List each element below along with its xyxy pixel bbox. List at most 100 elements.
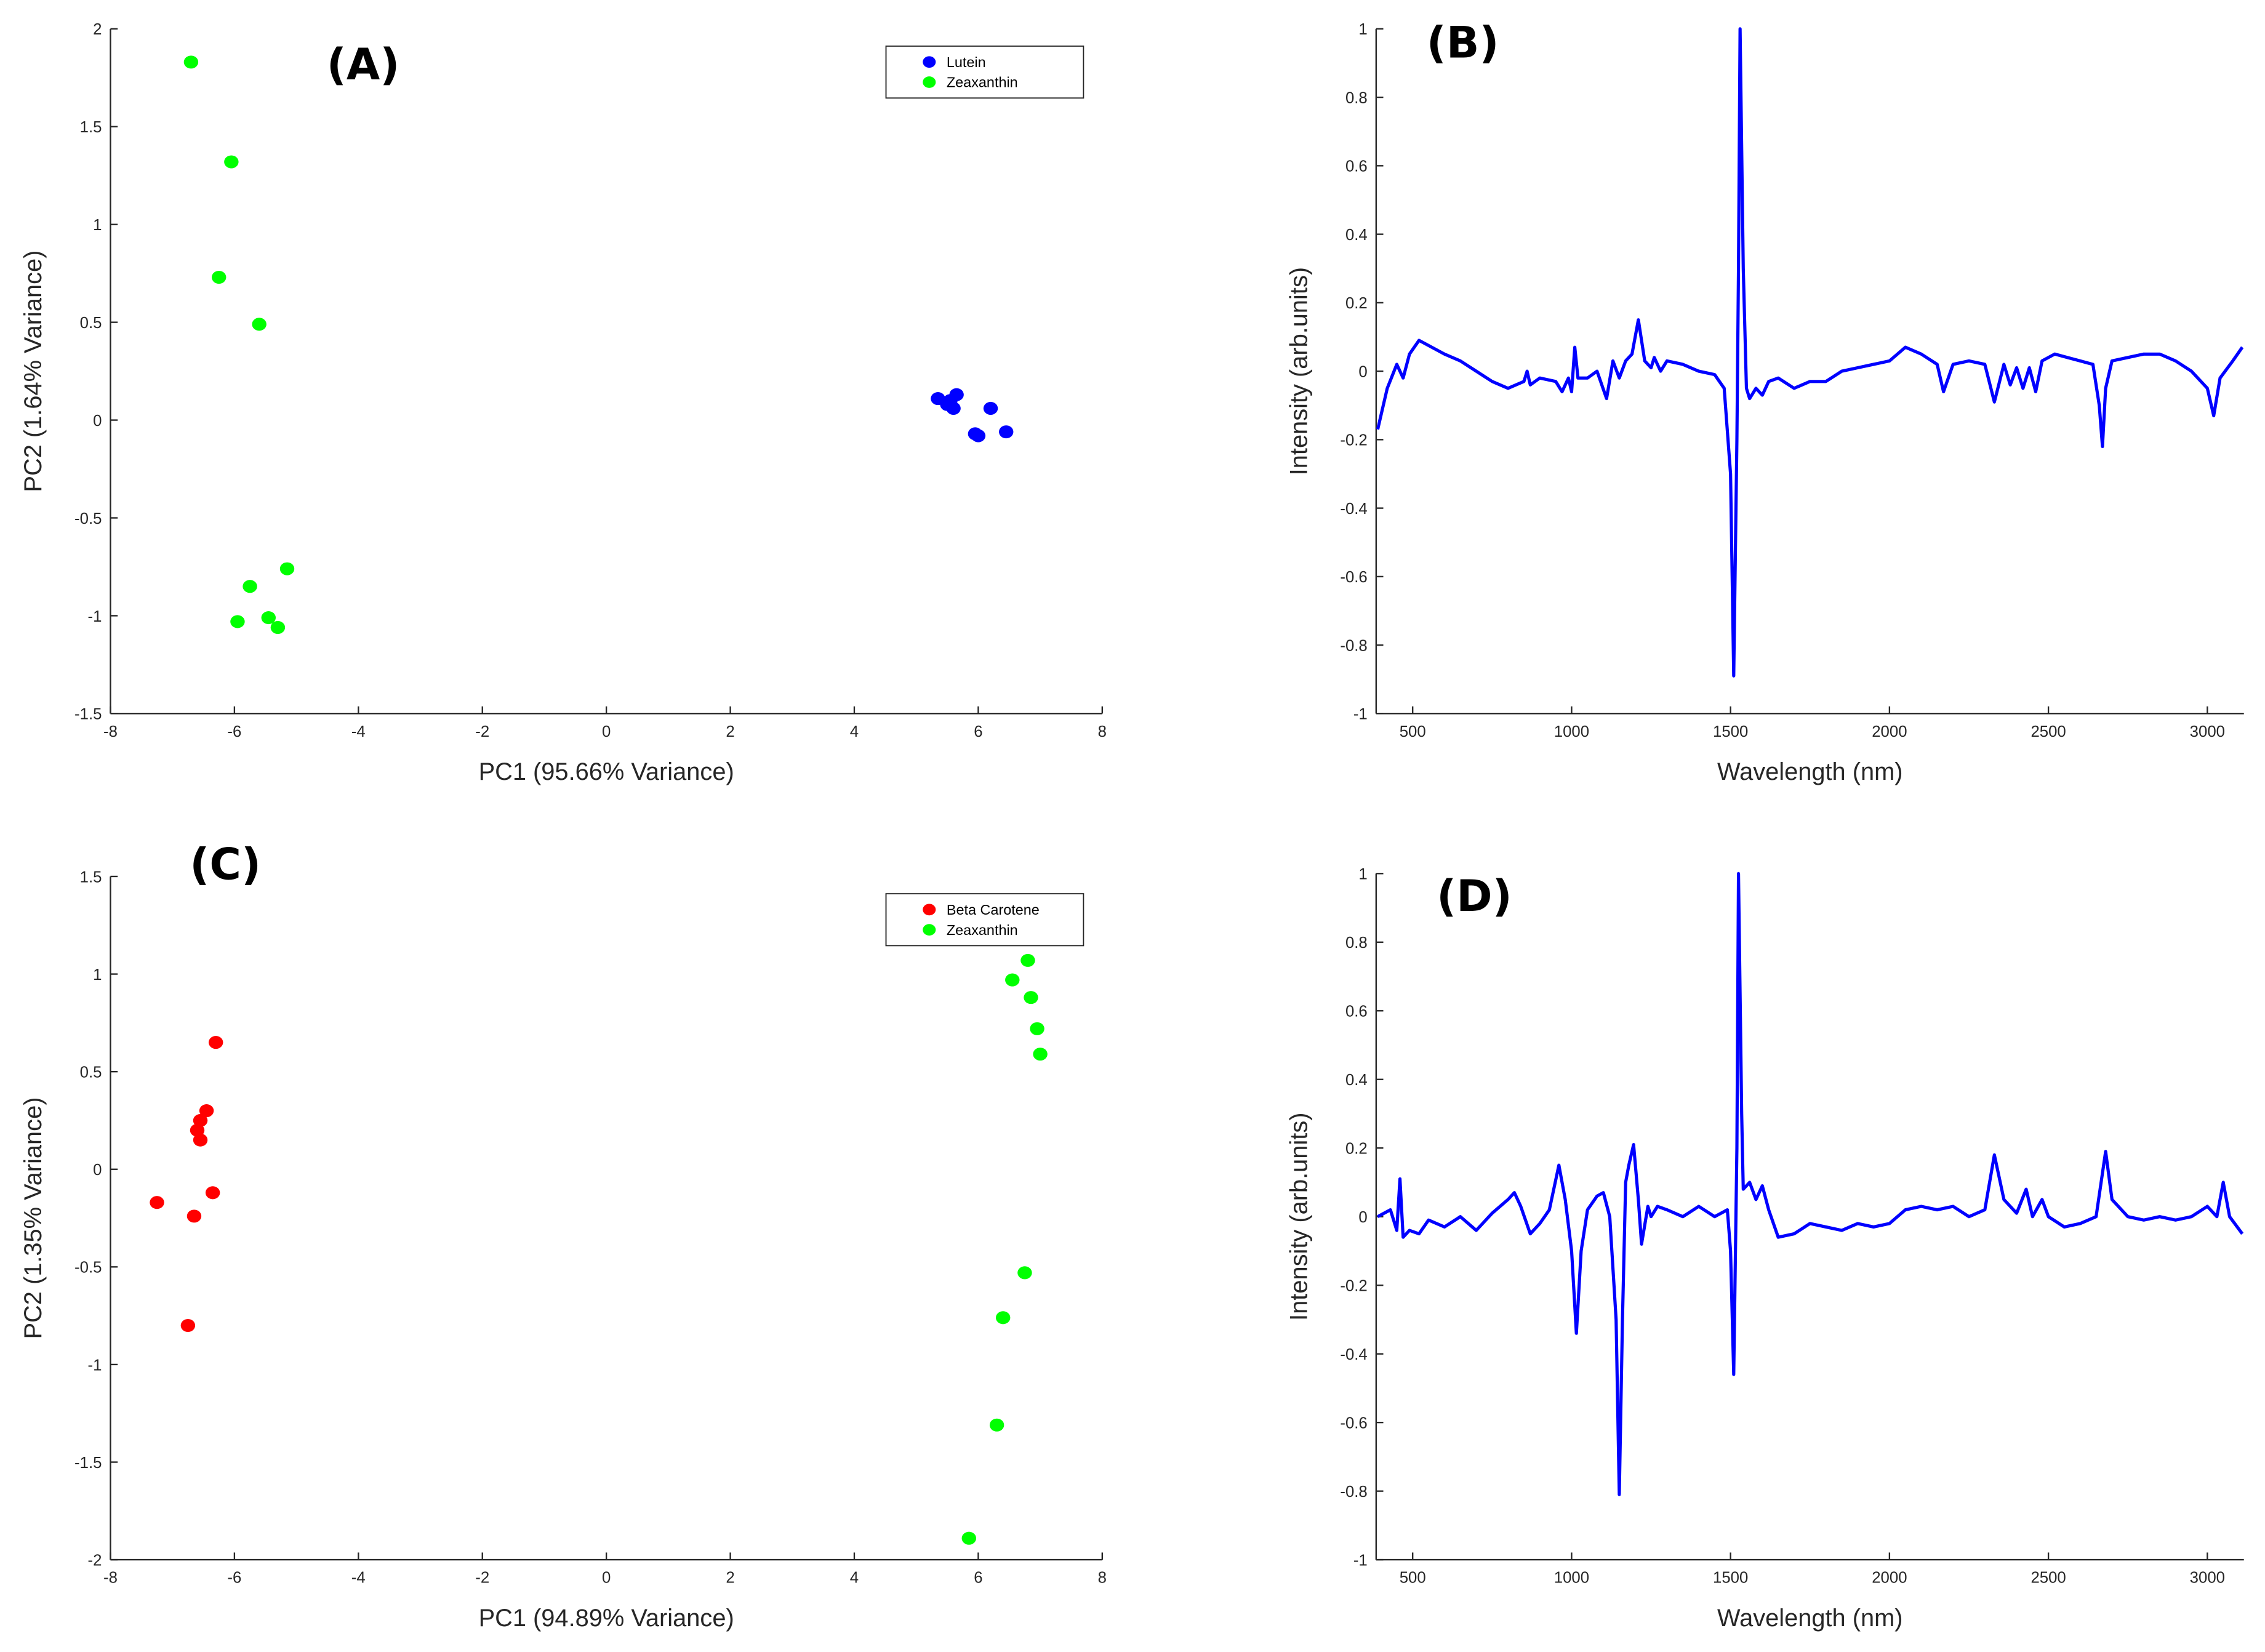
x-tick-label: 8 [1098,1570,1107,1587]
y-tick-label: -0.5 [74,1259,102,1277]
y-tick-label: 0.2 [1345,1141,1368,1158]
x-tick-label: 2000 [1872,723,1907,740]
x-tick-label: 2500 [2030,723,2066,740]
scatter-point [212,270,226,284]
y-axis-label: PC2 (1.35% Variance) [20,1097,47,1339]
x-tick-label: -8 [103,723,118,740]
scatter-point [940,398,955,411]
scatter-point [1033,1048,1048,1061]
legend-label: Zeaxanthin [947,74,1018,90]
scatter-point [190,1123,205,1137]
scatter-point [989,1418,1004,1432]
y-axis-label: Intensity (arb.units) [1285,267,1312,475]
scatter-point [150,1196,164,1209]
scatter-point [183,55,199,69]
y-tick-label: 0 [1358,363,1367,380]
scatter-point [1024,991,1038,1004]
scatter-point [279,562,295,575]
y-tick-label: -1.5 [74,706,102,723]
x-axis-label: Wavelength (nm) [1717,758,1903,785]
x-axis-label: Wavelength (nm) [1717,1605,1903,1632]
y-tick-label: 1 [1358,866,1367,883]
x-tick-label: 3000 [2190,723,2225,740]
x-tick-label: 4 [850,1570,859,1587]
y-tick-label: -1 [1353,706,1368,723]
scatter-point [193,1113,208,1127]
scatter-point [186,1209,202,1223]
scatter-point [270,620,286,635]
y-tick-label: 0.8 [1345,89,1368,106]
y-tick-label: 0 [1358,1209,1367,1226]
scatter-point [999,425,1014,439]
y-tick-label: 0.6 [1345,1003,1368,1020]
scatter-point [983,401,998,415]
y-tick-label: -0.8 [1340,1483,1367,1501]
y-tick-label: 2 [93,21,102,38]
y-tick-label: 0.4 [1345,1072,1368,1089]
y-tick-label: -0.2 [1340,1278,1367,1295]
x-tick-label: 1500 [1713,723,1748,740]
x-tick-label: 2 [726,723,734,740]
x-tick-label: 2000 [1872,1570,1907,1587]
scatter-point [949,388,964,401]
y-tick-label: -0.4 [1340,500,1367,518]
scatter-point [995,1311,1011,1325]
scatter-point [261,611,276,625]
y-tick-label: 0.2 [1345,295,1368,312]
legend-marker [923,924,936,936]
y-tick-label: -1 [88,608,102,625]
y-tick-label: 0.5 [80,1064,102,1081]
x-tick-label: 8 [1098,723,1107,740]
x-tick-label: 6 [974,723,982,740]
legend-box [885,893,1084,947]
x-tick-label: -2 [475,723,489,740]
legend-label: Beta Carotene [947,902,1040,918]
y-tick-label: -0.6 [1340,1415,1367,1432]
y-tick-label: 1 [93,966,102,984]
x-tick-label: 2500 [2030,1570,2066,1587]
x-tick-label: -6 [227,1570,241,1587]
x-tick-label: -8 [103,1570,118,1587]
y-tick-label: 0.6 [1345,158,1368,175]
scatter-point [180,1318,196,1333]
scatter-point [971,429,986,443]
y-tick-label: -1 [1353,1552,1368,1569]
x-tick-label: -6 [227,723,241,740]
x-tick-label: 6 [974,1570,982,1587]
y-tick-label: 0.4 [1345,227,1368,244]
x-tick-label: 0 [602,1570,611,1587]
y-tick-label: -0.6 [1340,569,1367,586]
scatter-point [208,1036,223,1049]
y-tick-label: -0.8 [1340,637,1367,654]
y-tick-label: 0.5 [80,315,102,332]
x-tick-label: 3000 [2190,1570,2225,1587]
y-tick-label: 1.5 [80,119,102,136]
y-tick-label: 1 [1358,21,1367,38]
y-tick-label: 0 [93,1161,102,1179]
scatter-point [252,318,267,331]
y-axis-label: Intensity (arb.units) [1285,1112,1312,1320]
spectrum-line [1376,27,2244,678]
x-tick-label: 1000 [1554,723,1589,740]
legend-marker [923,904,936,916]
x-tick-label: 2 [726,1570,734,1587]
y-tick-label: -0.2 [1340,432,1367,449]
scatter-point [1017,1266,1032,1280]
scatter-point [243,580,257,593]
legend-label: Lutein [947,54,986,70]
x-tick-label: -4 [351,1570,366,1587]
y-tick-label: -2 [88,1552,102,1569]
spectrum-line [1377,872,2244,1496]
scatter-point [205,1186,220,1200]
y-tick-label: 1 [93,217,102,234]
y-tick-label: -0.4 [1340,1346,1367,1363]
legend-box [885,46,1084,99]
scatter-point [224,155,239,169]
scatter-point [199,1104,214,1118]
legend-marker [923,76,936,88]
y-tick-label: -1.5 [74,1454,102,1472]
x-tick-label: 1500 [1713,1570,1748,1587]
x-axis-label: PC1 (95.66% Variance) [479,758,734,785]
panel-label: (C) [190,840,261,890]
